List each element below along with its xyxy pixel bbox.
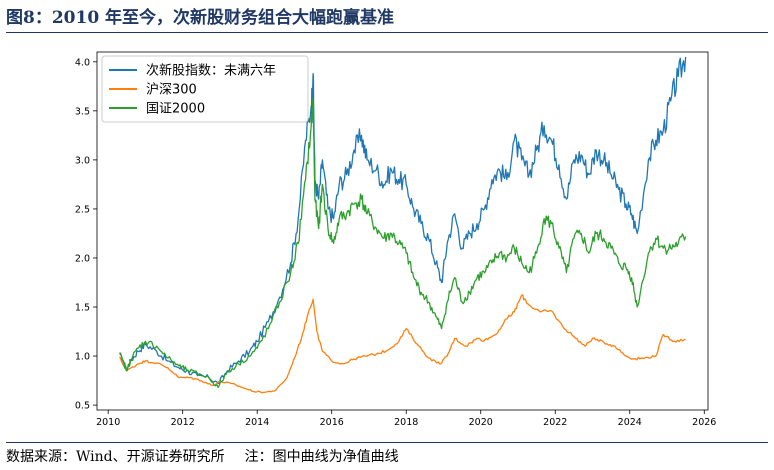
x-tick-label: 2018 [394, 417, 418, 428]
series-line-0 [119, 56, 687, 385]
x-tick-label: 2026 [692, 417, 716, 428]
y-tick-label: 0.5 [75, 401, 90, 412]
series-line-2 [119, 98, 687, 389]
series-line-1 [118, 294, 686, 394]
plot-area-frame [96, 51, 709, 411]
legend-label-0: 次新股指数：未满六年 [146, 63, 276, 79]
x-tick-label: 2024 [618, 417, 642, 428]
curve-note: 注：图中曲线为净值曲线 [244, 449, 399, 465]
y-tick-label: 2.0 [75, 253, 90, 264]
figure-title: 图8：2010 年至今，次新股财务组合大幅跑赢基准 [6, 8, 395, 28]
y-tick-label: 3.0 [75, 155, 90, 166]
y-tick-label: 3.5 [75, 106, 90, 117]
figure-footer: 数据来源：Wind、开源证券研究所 注：图中曲线为净值曲线 [6, 446, 399, 466]
x-tick-label: 2020 [469, 417, 493, 428]
y-tick-label: 4.0 [75, 57, 90, 68]
legend-label-2: 国证2000 [146, 102, 205, 117]
x-tick-label: 2022 [543, 417, 567, 428]
x-tick-label: 2010 [96, 417, 120, 428]
y-tick-label: 1.0 [75, 352, 90, 363]
x-tick-label: 2012 [171, 417, 195, 428]
legend-frame [101, 55, 309, 123]
y-axis: 0.5 1.0 1.5 2.0 2.5 3.0 3.5 4.0 [75, 57, 97, 412]
legend-label-1: 沪深300 [146, 82, 197, 98]
x-axis: 2010 2012 2014 2016 2018 2020 2022 2024 2026 [96, 410, 716, 428]
series-group [118, 56, 687, 394]
y-tick-label: 2.5 [75, 204, 90, 215]
x-tick-label: 2016 [320, 417, 344, 428]
footer-rule [6, 442, 768, 443]
y-tick-label: 1.5 [75, 303, 90, 314]
x-tick-label: 2014 [245, 417, 269, 428]
source-note: 数据来源：Wind、开源证券研究所 [6, 449, 225, 465]
title-rule [6, 32, 768, 33]
